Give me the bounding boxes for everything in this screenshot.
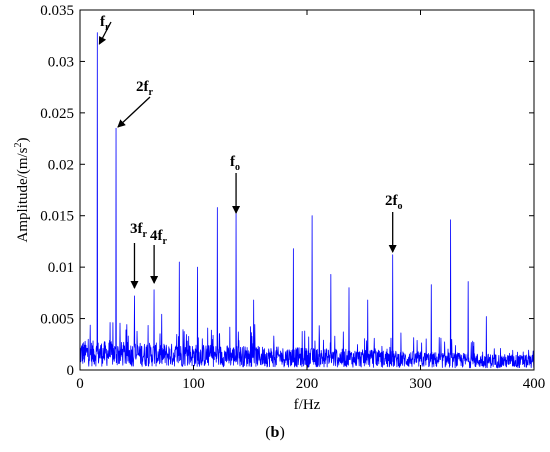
annotation-label-sub: r — [105, 22, 110, 33]
plot-frame — [79, 9, 535, 371]
annotation-label-sub: r — [163, 236, 168, 247]
x-tick-label: 0 — [76, 376, 84, 392]
annotation-label-main: 2f — [385, 193, 399, 209]
annotation-label-main: f — [100, 14, 106, 30]
y-tick-label: 0.03 — [48, 54, 74, 70]
annotation-label-sub: r — [143, 229, 148, 240]
x-tick-label: 200 — [296, 376, 319, 392]
axis-ticks: 0 100 200 300 400 0 0.005 0.01 0.015 0.02 0.025 0.0… — [40, 3, 545, 392]
y-axis-title-close: ) — [15, 138, 31, 143]
y-tick-label: 0.025 — [40, 106, 74, 122]
x-tick-label: 400 — [523, 376, 546, 392]
y-axis-title-main: Amplitude/(m/s — [15, 147, 31, 242]
x-tick-label: 100 — [182, 376, 205, 392]
annotation-label: 4fr — [150, 228, 168, 247]
annotation-label-main: f — [230, 154, 236, 170]
annotation-label-main: 2f — [136, 79, 150, 95]
annotation-label: 2fr — [136, 79, 154, 98]
caption-letter: b — [270, 424, 280, 441]
x-axis-title: f/Hz — [294, 397, 321, 413]
y-tick-label: 0.01 — [48, 260, 74, 276]
caption-close: ) — [279, 424, 285, 441]
annotation-label: fr — [100, 14, 110, 33]
y-tick-label: 0.035 — [40, 3, 74, 19]
annotation-label-sub: r — [149, 87, 154, 98]
annotation-label-sub: o — [235, 162, 240, 173]
annotation-arrow — [98, 21, 112, 45]
y-tick-label: 0.005 — [40, 312, 74, 328]
annotation-label-main: 4f — [150, 228, 164, 244]
y-tick-label: 0 — [67, 363, 75, 379]
caption-open: ( — [265, 424, 271, 441]
y-axis-title-sup: 2 — [13, 143, 24, 148]
y-tick-label: 0.02 — [48, 157, 74, 173]
annotation-label-main: 3f — [130, 221, 144, 237]
annotation-label-sub: o — [398, 201, 403, 212]
y-axis-title: Amplitude/(m/s2) — [13, 138, 31, 243]
annotation-label: fo — [230, 154, 240, 173]
annotation-arrow — [117, 96, 151, 128]
y-tick-label: 0.015 — [40, 209, 74, 225]
annotation-label: 2fo — [385, 193, 403, 212]
x-tick-label: 300 — [409, 376, 432, 392]
annotation-label: 3fr — [130, 221, 148, 240]
figure-caption: (b) — [0, 424, 550, 442]
